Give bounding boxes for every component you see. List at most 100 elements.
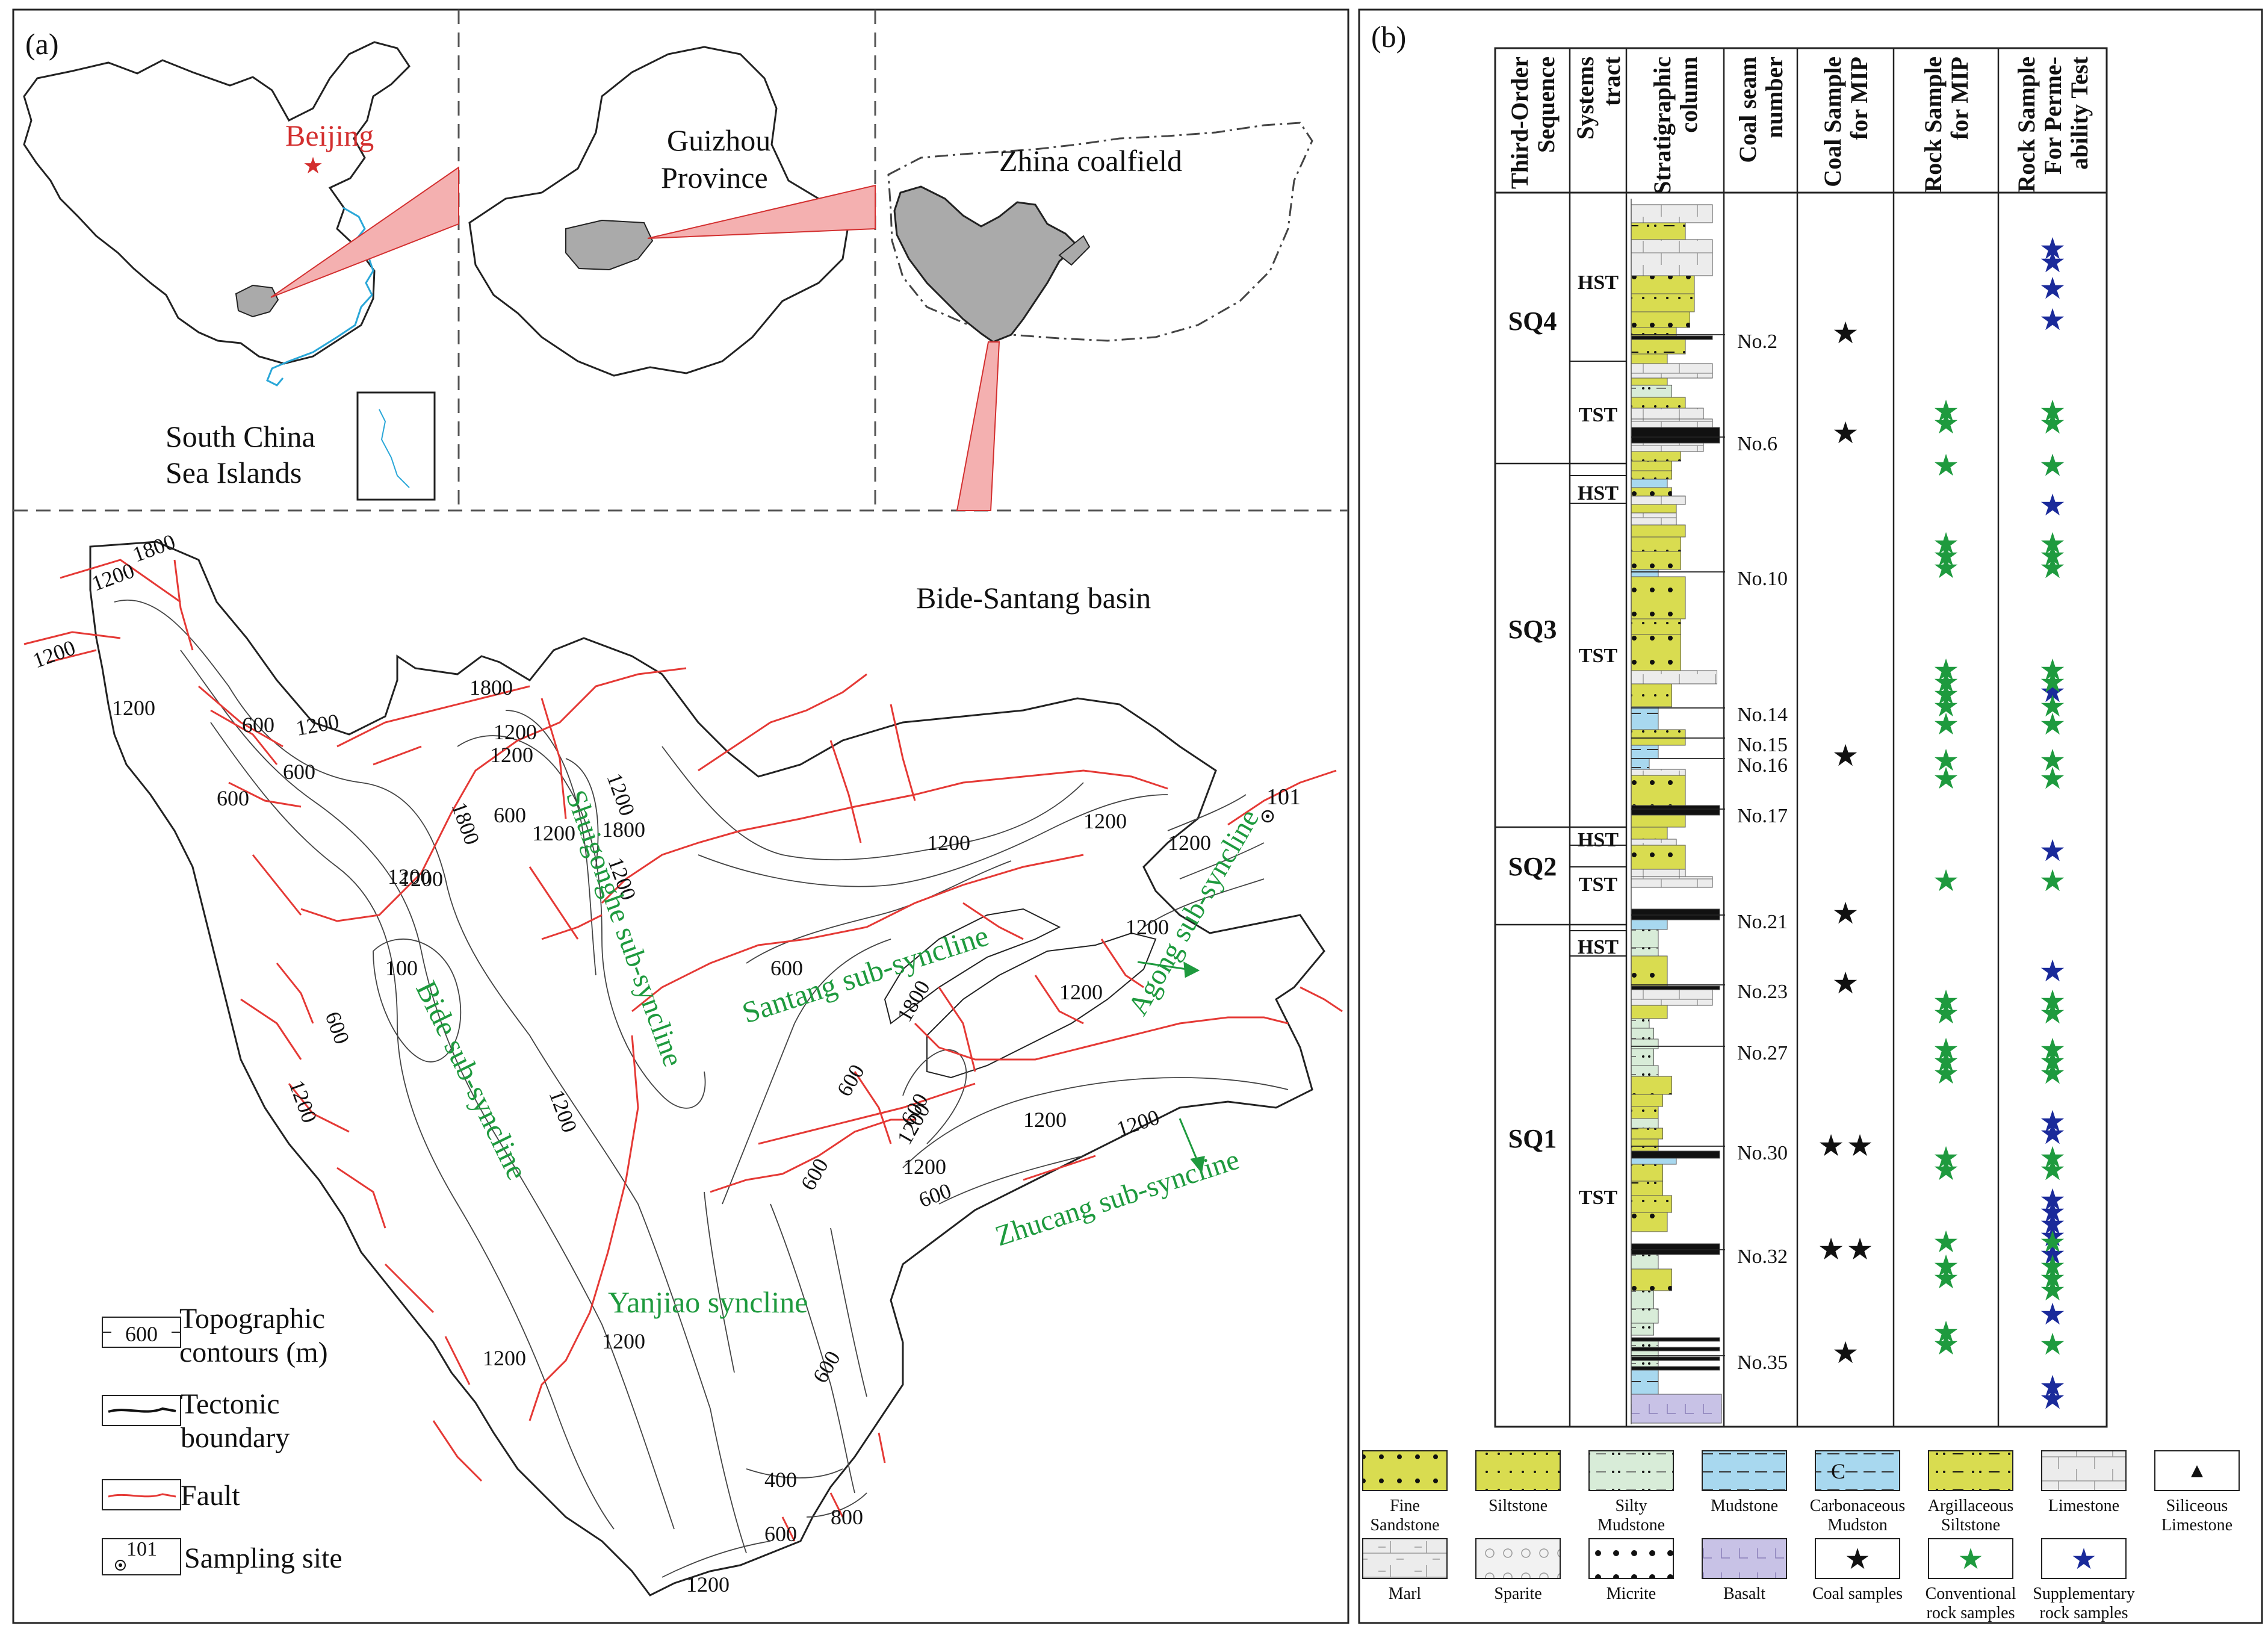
strat-layer [1631, 1308, 1659, 1324]
sequence-label: SQ3 [1508, 615, 1557, 644]
contour-label: 600 [808, 1347, 845, 1387]
coal-sample-star-icon: ★ [1832, 316, 1859, 350]
conventional-rock-star-icon: ★ [2039, 551, 2066, 585]
strat-layer [1631, 929, 1659, 948]
strat-layer [1631, 1076, 1672, 1095]
supplementary-rock-star-icon: ★ [2039, 303, 2066, 337]
strat-layer [1631, 1360, 1659, 1367]
conventional-rock-star-icon: ★ [2039, 984, 2066, 1018]
legend-swatch [1928, 1538, 2013, 1579]
panel-b: (b) Third-Order Sequence Systems tract Strat… [1362, 20, 2240, 1622]
coal-sample-star-icon: ★ [1832, 739, 1859, 772]
conventional-rock-star-icon: ★ [2039, 1225, 2066, 1259]
strat-layer [1631, 1150, 1720, 1159]
legend-label: Siltstone [1941, 1516, 2000, 1534]
strat-layer [1631, 385, 1672, 398]
contour-label: 1200 [602, 1329, 645, 1353]
conventional-rock-star-icon: ★ [2039, 762, 2066, 795]
map-legend: 600 Topographic contours (m) Tectonic bo… [102, 1303, 342, 1575]
strat-layer [1631, 512, 1677, 526]
strat-layer [1631, 442, 1704, 452]
panel-a-label: (a) [25, 27, 59, 61]
contour-label: 600 [217, 786, 249, 810]
strat-layer [1631, 745, 1659, 759]
china-outline [23, 41, 411, 365]
legend-label: Fine [1390, 1497, 1420, 1515]
strat-layer [1631, 275, 1695, 294]
conventional-rock-star-icon: ★ [1933, 1327, 1960, 1361]
basin-boundary [89, 541, 1325, 1596]
strat-layer [1631, 869, 1686, 877]
guizhou-label-line1: Guizhou [667, 123, 770, 157]
legend-swatch [1702, 1538, 1787, 1579]
table-header: column [1675, 57, 1702, 133]
zoom-wedge-1 [270, 166, 459, 298]
contour-label: 1800 [602, 818, 645, 842]
conventional-rock-star-icon: ★ [2039, 1249, 2066, 1283]
conventional-rock-star-icon: ★ [2039, 1044, 2066, 1078]
conventional-rock-star-icon: ★ [2039, 1153, 2066, 1187]
contour-label: 600 [494, 803, 526, 827]
tract-label: TST [1579, 404, 1618, 426]
sequence-labels: SQ4 SQ3 SQ2 SQ1 HST TST HST TST HST TST HST TST [1495, 272, 1626, 1209]
contour-label: 1200 [686, 1572, 730, 1596]
table-header: number [1761, 57, 1788, 138]
strat-layer [1631, 335, 1713, 340]
seam-label: No.35 [1737, 1351, 1788, 1374]
strat-layer [1631, 1212, 1668, 1232]
guizhou-in-china [235, 284, 279, 318]
contour-label: 1200 [1059, 980, 1103, 1004]
contour-label: 1200 [544, 1087, 581, 1135]
contour-label: 1200 [112, 696, 155, 720]
conventional-rock-star-icon: ★ [2039, 539, 2066, 572]
conventional-rock-star-icon: ★ [1933, 1141, 1960, 1174]
table-header: Systems [1572, 57, 1599, 140]
coal-sample-star-icon: ★ [1818, 1129, 1845, 1162]
strat-layer [1631, 706, 1659, 730]
tract-label: HST [1578, 829, 1619, 851]
legend-contour-line1: Topographic [179, 1303, 325, 1335]
legend-label: Limestone [2048, 1497, 2119, 1515]
legend-label: Carbonaceous [1810, 1497, 1906, 1515]
strat-layer [1631, 479, 1668, 488]
strat-table-grid [1494, 47, 2108, 1428]
conventional-rock-star-icon: ★ [1933, 406, 1960, 440]
zoom-wedge-3 [956, 341, 1000, 511]
legend-swatch [1702, 1450, 1787, 1491]
conventional-rock-star-icon: ★ [1933, 527, 1960, 560]
strat-layer [1631, 947, 1659, 957]
legend-swatch [1928, 1450, 2013, 1491]
strat-layer [1631, 569, 1659, 577]
table-header: Coal Sample [1819, 57, 1846, 187]
legend-label: Argillaceous [1928, 1497, 2014, 1515]
strat-layer [1631, 470, 1672, 480]
contour-label: 800 [831, 1505, 863, 1529]
conventional-rock-star-icon: ★ [2039, 864, 2066, 898]
legend-swatch [2041, 1450, 2127, 1491]
supplementary-rock-star-icon: ★ [2039, 1195, 2066, 1229]
legend-label: rock samples [1927, 1604, 2015, 1622]
basin-title: Bide-Santang basin [916, 581, 1151, 615]
conventional-rock-star-icon: ★ [1933, 539, 1960, 572]
legend-label: Siliceous [2166, 1497, 2228, 1515]
supplementary-rock-star-icon: ★ [2039, 1382, 2066, 1415]
strat-layer [1631, 1323, 1654, 1336]
conventional-rock-star-icon: ★ [1933, 984, 1960, 1018]
strat-layer [1631, 985, 1720, 990]
strat-layer [1631, 339, 1686, 355]
zhina-area [893, 185, 1079, 343]
legend-label: Sparite [1494, 1584, 1541, 1603]
strat-layer [1631, 1158, 1677, 1165]
legend-mark: C [1831, 1459, 1845, 1483]
legend-swatch [1362, 1538, 1448, 1579]
coastline [266, 206, 374, 386]
legend-conventional-star-icon: ★ [1957, 1544, 1983, 1575]
strat-layer [1631, 461, 1672, 471]
legend-label: Basalt [1723, 1584, 1765, 1603]
strat-layer [1631, 222, 1686, 240]
contour-label: 600 [320, 1008, 354, 1047]
supplementary-rock-star-icon: ★ [2039, 1219, 2066, 1253]
legend-label: Silty [1616, 1497, 1647, 1515]
legend-label: Supplementary [2033, 1584, 2135, 1603]
